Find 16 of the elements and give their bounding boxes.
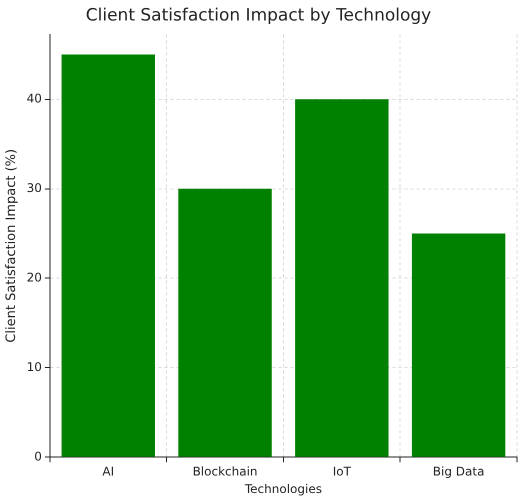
y-tick-label: 30 — [26, 180, 42, 195]
bar — [295, 99, 389, 457]
y-tick-label: 40 — [26, 91, 42, 106]
y-tick-label: 20 — [26, 270, 42, 284]
x-tick-label: Big Data — [432, 464, 484, 479]
x-tick-label: Blockchain — [192, 464, 258, 479]
bar — [178, 188, 272, 457]
y-tick-label: 10 — [26, 360, 42, 374]
x-axis-title: Technologies — [244, 482, 322, 496]
x-tick-label: AI — [102, 464, 114, 479]
bar — [412, 233, 506, 457]
x-tick-label: IoT — [332, 464, 352, 479]
y-tick-label: 0 — [34, 449, 42, 464]
y-axis-title: Client Satisfaction Impact (%) — [4, 148, 20, 343]
chart-title: Client Satisfaction Impact by Technology — [86, 6, 432, 26]
bar — [62, 54, 155, 457]
